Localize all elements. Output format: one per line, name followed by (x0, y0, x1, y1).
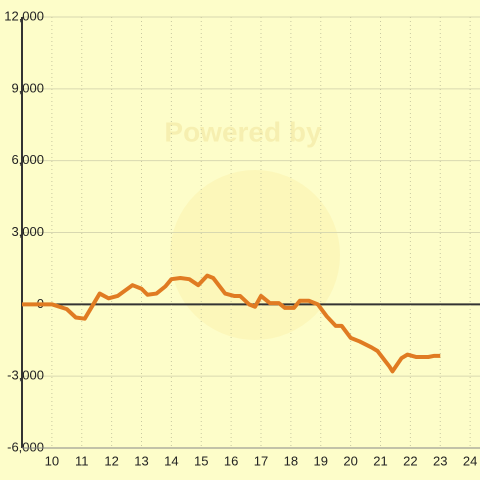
x-tick-label: 10 (45, 453, 59, 468)
x-tick-label: 17 (254, 453, 268, 468)
x-tick-label: 12 (104, 453, 118, 468)
y-tick-label: 9,000 (11, 80, 44, 95)
x-tick-label: 23 (433, 453, 447, 468)
x-tick-label: 19 (314, 453, 328, 468)
y-tick-label: -6,000 (7, 439, 44, 454)
x-tick-label: 22 (403, 453, 417, 468)
data-line (22, 273, 441, 374)
x-tick-label: 16 (224, 453, 238, 468)
watermark: Powered by (164, 116, 322, 147)
y-tick-label: 6,000 (11, 152, 44, 167)
y-tick-label: 12,000 (4, 8, 44, 23)
y-tick-label: -3,000 (7, 368, 44, 383)
x-tick-label: 15 (194, 453, 208, 468)
x-tick-label: 13 (134, 453, 148, 468)
x-tick-label: 11 (75, 453, 89, 468)
x-tick-label: 20 (343, 453, 357, 468)
watermark-logo (170, 170, 340, 340)
x-tick-label: 18 (284, 453, 298, 468)
x-tick-label: 14 (164, 453, 178, 468)
y-tick-label: 3,000 (11, 224, 44, 239)
x-tick-label: 21 (373, 453, 387, 468)
x-tick-label: 24 (463, 453, 477, 468)
